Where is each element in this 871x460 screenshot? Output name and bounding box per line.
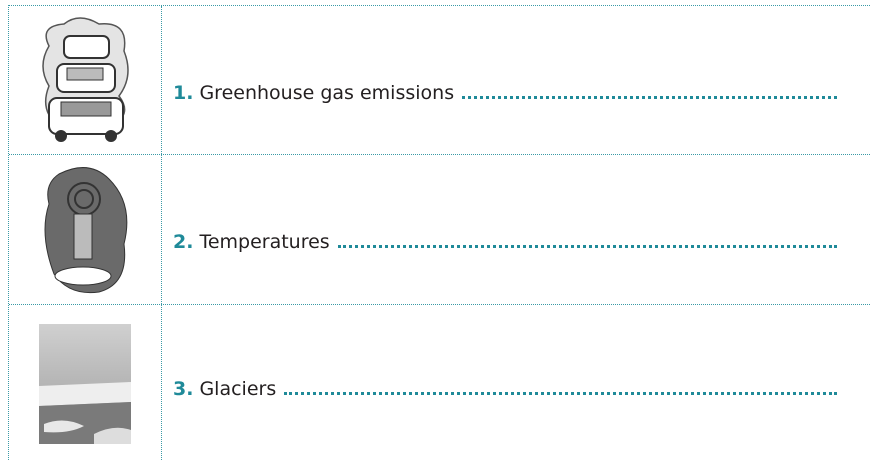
dotted-leader <box>284 392 837 395</box>
item-text: Greenhouse gas emissions <box>199 82 455 104</box>
item-number: 1. <box>173 82 194 104</box>
image-cell <box>9 6 162 154</box>
item-text: Glaciers <box>199 378 277 400</box>
traffic-illustration <box>42 17 129 142</box>
item-number: 3. <box>173 378 194 400</box>
heat-illustration <box>44 167 128 294</box>
table-row: 3. Glaciers <box>9 304 871 460</box>
answer-line: 3. Glaciers <box>173 378 837 400</box>
table-row: 1. Greenhouse gas emissions <box>9 6 871 155</box>
worksheet-table: 1. Greenhouse gas emissions 2. Temperatu… <box>8 5 871 460</box>
dotted-leader <box>462 96 837 99</box>
item-text: Temperatures <box>199 231 330 253</box>
dotted-leader <box>337 245 837 248</box>
item-number: 2. <box>173 231 194 253</box>
table-row: 2. Temperatures <box>9 154 871 305</box>
answer-line: 2. Temperatures <box>173 231 837 253</box>
glacier-photo <box>39 324 131 444</box>
image-cell <box>9 304 162 460</box>
image-cell <box>9 154 162 304</box>
answer-line: 1. Greenhouse gas emissions <box>173 82 837 104</box>
